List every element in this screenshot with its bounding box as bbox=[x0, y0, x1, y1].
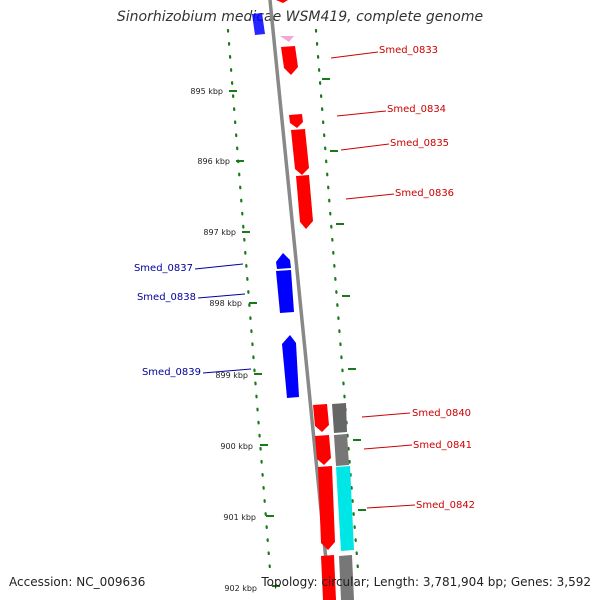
tick-label: 900 kbp bbox=[220, 442, 253, 451]
leader-line bbox=[340, 143, 390, 151]
ruler-ticks: 895 kbp 896 kbp 897 kbp 898 kbp 899 kbp … bbox=[190, 78, 366, 593]
feature-block bbox=[336, 466, 354, 551]
feature-track bbox=[332, 403, 354, 600]
reverse-strand-genes bbox=[252, 13, 299, 398]
gene-label-smed-0841: Smed_0841 bbox=[413, 440, 472, 451]
leader-line bbox=[366, 504, 416, 509]
gene-label-smed-0840: Smed_0840 bbox=[412, 408, 471, 419]
tick-label: 896 kbp bbox=[197, 157, 230, 166]
gene-label-smed-0839: Smed_0839 bbox=[142, 367, 201, 378]
tick-label: 899 kbp bbox=[215, 371, 248, 380]
tick-label: 897 kbp bbox=[203, 228, 236, 237]
leader-line bbox=[194, 263, 244, 270]
gene-arrow bbox=[281, 46, 298, 75]
genome-summary-text: Topology: circular; Length: 3,781,904 bp… bbox=[261, 575, 591, 589]
gene-arrow bbox=[280, 36, 294, 42]
gene-arrow bbox=[289, 114, 303, 128]
gene-arrow bbox=[276, 270, 294, 313]
tick-label: 895 kbp bbox=[190, 87, 223, 96]
gene-arrow bbox=[252, 13, 265, 35]
gene-label-smed-0842: Smed_0842 bbox=[416, 500, 475, 511]
gene-label-smed-0833: Smed_0833 bbox=[379, 45, 438, 56]
leader-line bbox=[361, 412, 411, 418]
map-title: Sinorhizobium medicae WSM419, complete g… bbox=[116, 9, 484, 25]
gene-arrow bbox=[296, 175, 313, 229]
gene-arrow bbox=[315, 435, 331, 465]
tick-label: 902 kbp bbox=[224, 584, 257, 593]
gene-label-smed-0834: Smed_0834 bbox=[387, 104, 446, 115]
feature-block bbox=[334, 434, 349, 466]
leader-line bbox=[202, 368, 252, 374]
leader-line bbox=[197, 293, 246, 299]
gene-label-smed-0838: Smed_0838 bbox=[137, 292, 196, 303]
feature-block bbox=[339, 555, 354, 600]
gene-label-smed-0835: Smed_0835 bbox=[390, 138, 449, 149]
leader-line bbox=[330, 51, 379, 59]
gene-labels: Smed_0833 Smed_0834 Smed_0835 Smed_0836 … bbox=[134, 45, 475, 511]
gene-arrow bbox=[321, 555, 336, 600]
feature-block bbox=[332, 403, 347, 433]
gene-arrow bbox=[276, 0, 288, 3]
forward-strand-genes bbox=[276, 0, 336, 600]
tick-label: 898 kbp bbox=[209, 299, 242, 308]
leader-line bbox=[336, 110, 387, 117]
label-leaders bbox=[194, 51, 416, 509]
leader-line bbox=[345, 193, 395, 200]
gene-label-smed-0836: Smed_0836 bbox=[395, 188, 454, 199]
accession-text: Accession: NC_009636 bbox=[9, 575, 146, 589]
gene-arrow bbox=[282, 335, 299, 398]
gene-arrow bbox=[313, 404, 329, 432]
gene-label-smed-0837: Smed_0837 bbox=[134, 263, 193, 274]
tick-label: 901 kbp bbox=[223, 513, 256, 522]
leader-line bbox=[363, 444, 413, 450]
gene-arrow bbox=[318, 466, 335, 550]
gene-arrow bbox=[276, 253, 291, 269]
gene-arrow bbox=[291, 129, 309, 175]
